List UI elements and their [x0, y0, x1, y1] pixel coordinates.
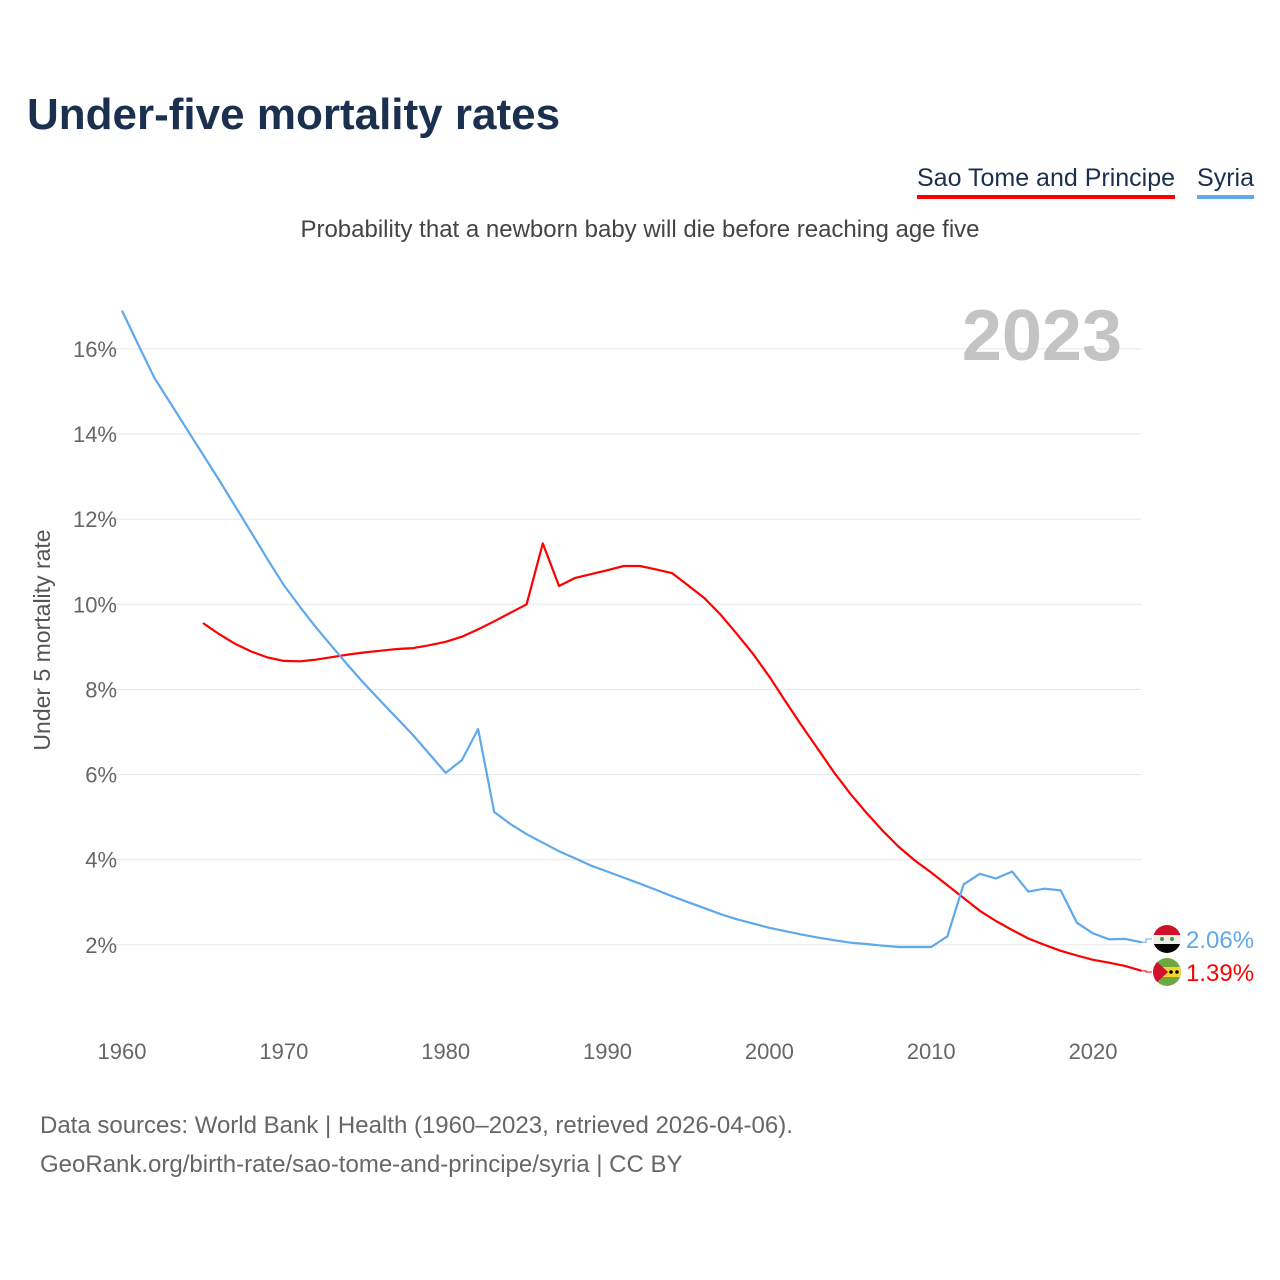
y-tick-label: 6% [85, 763, 117, 788]
legend: Sao Tome and Principe Syria [916, 164, 1254, 199]
y-tick-label: 16% [73, 337, 117, 362]
syria-flag-icon [1153, 925, 1181, 953]
x-tick-label: 1980 [421, 1039, 470, 1064]
footer: Data sources: World Bank | Health (1960–… [40, 1106, 793, 1184]
end-value-label: 1.39% [1186, 960, 1254, 987]
x-tick-label: 2010 [907, 1039, 956, 1064]
y-tick-label: 12% [73, 507, 117, 532]
sao-tome-flag-icon [1153, 958, 1181, 986]
legend-item-sao-tome[interactable]: Sao Tome and Principe [916, 164, 1176, 199]
x-tick-label: 2020 [1069, 1039, 1118, 1064]
y-tick-label: 8% [85, 677, 117, 702]
source-link[interactable]: GeoRank.org/birth-rate/sao-tome-and-prin… [40, 1151, 683, 1178]
x-tick-label: 2000 [745, 1039, 794, 1064]
y-tick-label: 4% [85, 848, 117, 873]
series-line-syria [121, 310, 1142, 949]
end-value-label: 2.06% [1186, 927, 1254, 954]
data-sources: Data sources: World Bank | Health (1960–… [40, 1112, 793, 1139]
series-line-sao-tome [202, 542, 1142, 972]
y-tick-label: 14% [73, 422, 117, 447]
connector [1141, 970, 1152, 973]
x-tick-label: 1960 [98, 1039, 147, 1064]
year-watermark: 2023 [962, 296, 1122, 376]
y-tick-label: 10% [73, 592, 117, 617]
x-tick-label: 1990 [583, 1039, 632, 1064]
connector [1141, 938, 1152, 943]
chart-title: Under-five mortality rates [27, 90, 561, 139]
y-axis-label: Under 5 mortality rate [29, 529, 55, 750]
y-tick-label: 2% [85, 933, 117, 958]
x-tick-label: 1970 [259, 1039, 308, 1064]
chart-subtitle: Probability that a newborn baby will die… [300, 216, 980, 243]
legend-item-syria[interactable]: Syria [1197, 164, 1254, 199]
